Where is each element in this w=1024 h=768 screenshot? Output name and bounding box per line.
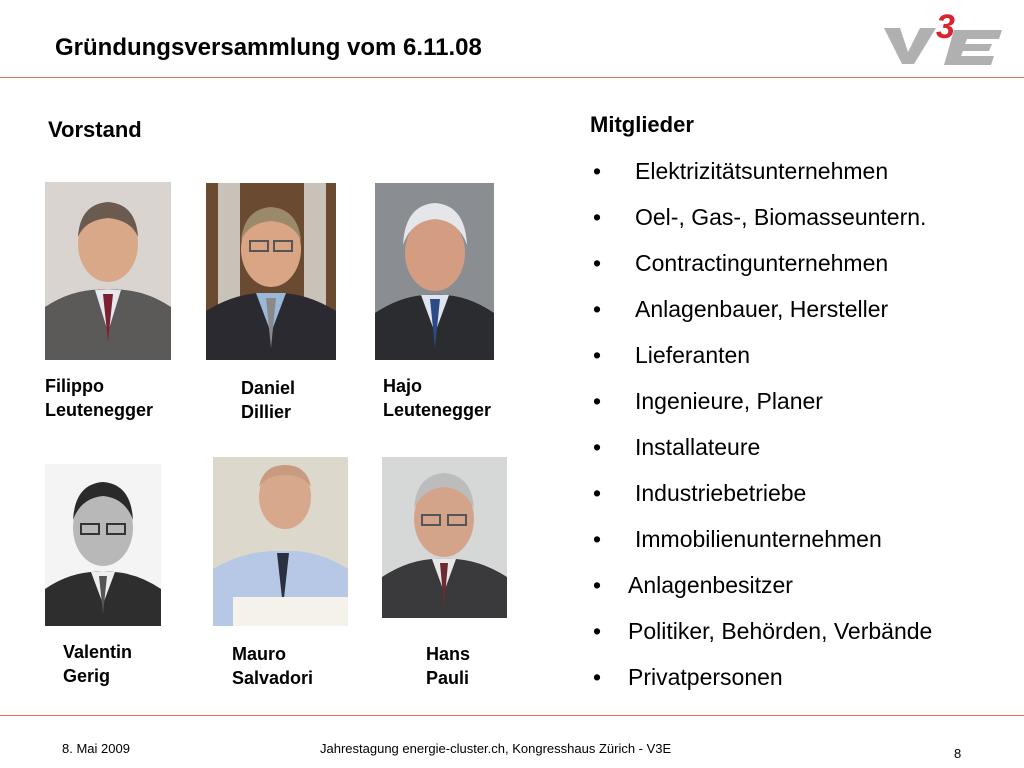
portrait-photo [45, 464, 161, 626]
portrait-photo [375, 183, 494, 360]
portrait-photo [382, 457, 507, 618]
bullet-icon: • [593, 342, 602, 368]
bullet-icon: • [593, 572, 602, 598]
mitglieder-heading: Mitglieder [590, 112, 694, 137]
bullet-icon: • [593, 204, 602, 230]
slide-title: Gründungsversammlung vom 6.11.08 [55, 34, 482, 61]
board-member-name: Hajo Leutenegger [383, 376, 492, 420]
portrait-photo [206, 183, 336, 360]
header-divider [0, 77, 1024, 78]
board-member-name: Hans Pauli [426, 644, 471, 688]
portrait-photo [213, 457, 348, 626]
footer-divider [0, 715, 1024, 716]
board-member-name: Valentin Gerig [63, 642, 133, 686]
vorstand-heading: Vorstand [48, 117, 142, 142]
page-number: 8 [954, 746, 962, 761]
bullet-icon: • [593, 388, 602, 414]
bullet-icon: • [593, 618, 602, 644]
portrait-photo [45, 182, 171, 360]
bullet-icon: • [593, 250, 602, 276]
board-member-name: Daniel Dillier [241, 378, 296, 422]
bullet-icon: • [593, 158, 602, 184]
bullet-icon: • [593, 296, 602, 322]
board-member-name: Mauro Salvadori [232, 644, 314, 688]
svg-text:3: 3 [936, 8, 955, 46]
bullet-icon: • [593, 480, 602, 506]
footer-event: Jahrestagung energie-cluster.ch, Kongres… [320, 741, 672, 756]
board-member-name: Filippo Leutenegger [45, 376, 154, 420]
bullet-icon: • [593, 526, 602, 552]
bullet-icon: • [593, 434, 602, 460]
footer-date: 8. Mai 2009 [62, 741, 130, 756]
bullet-icon: • [593, 664, 602, 690]
v3e-logo: 3 [878, 8, 1008, 70]
